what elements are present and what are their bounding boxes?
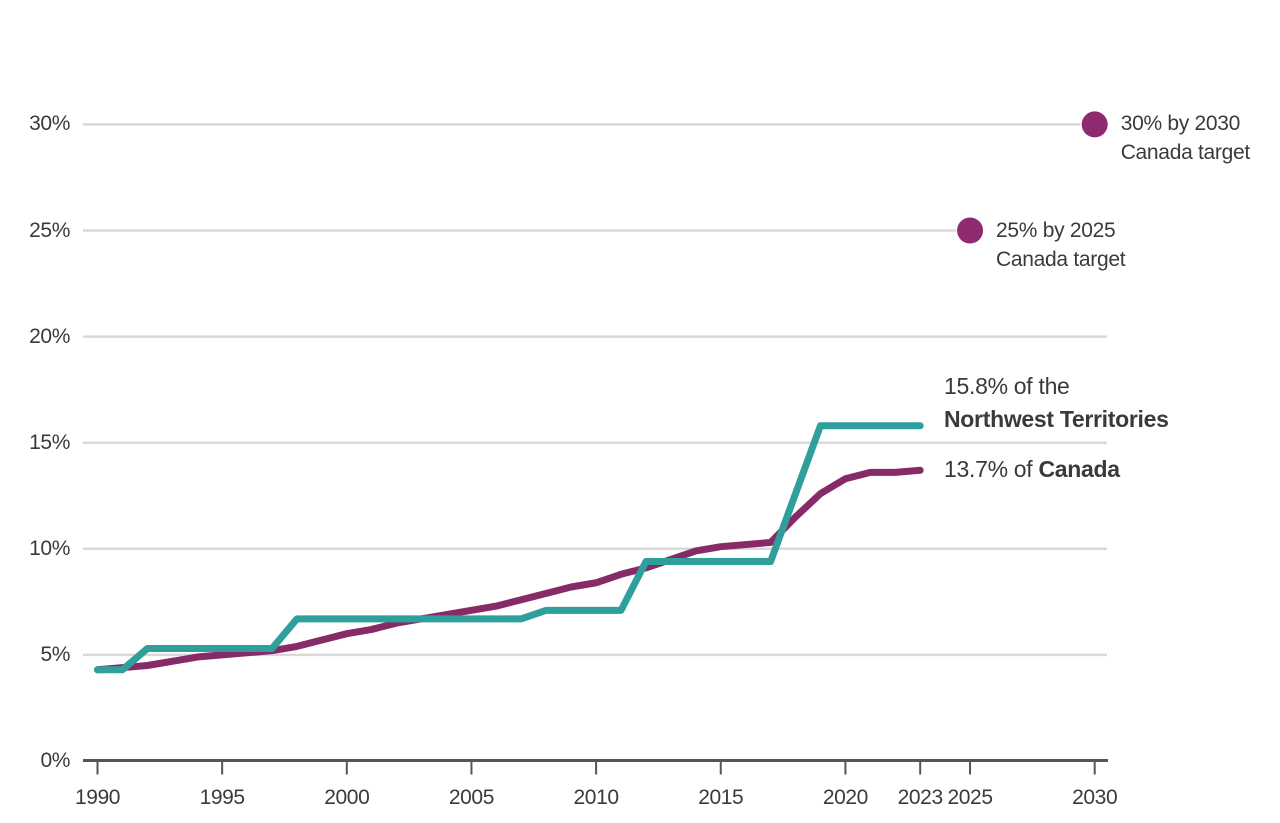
series-value-northwest-territories: 15.8% of the: [944, 373, 1070, 399]
y-axis-label: 5%: [40, 642, 70, 666]
series-name-canada: Canada: [1038, 456, 1120, 482]
x-axis-label: 1990: [74, 786, 121, 809]
target-label-2030-line2: Canada target: [1120, 141, 1251, 165]
target-label-2030-line1: 30% by 2030: [1120, 112, 1241, 136]
y-axis-label: 15%: [29, 430, 70, 454]
y-axis-label: 30%: [29, 112, 70, 136]
target-label-2025-line1: 25% by 2025: [996, 218, 1116, 242]
series-name-northwest-territories: Northwest Territories: [944, 406, 1169, 432]
target-dot-2025: [957, 217, 984, 244]
x-axis-label: 2025: [947, 786, 993, 809]
target-label-2025: 25% by 2025 Canada target: [996, 216, 1126, 274]
x-axis-label: 2000: [324, 786, 370, 809]
target-label-2025-line2: Canada target: [996, 247, 1126, 271]
series-label-canada: 13.7% of Canada: [944, 453, 1120, 486]
x-axis-label: 2030: [1072, 786, 1118, 809]
x-axis-label: 2005: [448, 786, 495, 809]
x-axis-label: 1995: [199, 786, 246, 809]
y-axis-label: 20%: [29, 324, 70, 348]
series-label-northwest-territories: 15.8% of the Northwest Territories: [944, 370, 1169, 436]
series-value-canada: 13.7% of: [944, 456, 1039, 482]
y-axis-label: 0%: [40, 749, 70, 772]
target-label-2030: 30% by 2030 Canada target: [1120, 109, 1251, 167]
x-axis-label: 2020: [822, 786, 869, 809]
x-axis-label: 2015: [698, 786, 744, 809]
y-axis-label: 10%: [29, 536, 70, 560]
series-line-northwest-territories: [94, 422, 924, 674]
x-axis-label: 2010: [573, 786, 620, 809]
target-dot-2030: [1081, 111, 1108, 138]
y-axis-label: 25%: [29, 218, 70, 242]
x-axis-label: 2023: [897, 786, 944, 809]
